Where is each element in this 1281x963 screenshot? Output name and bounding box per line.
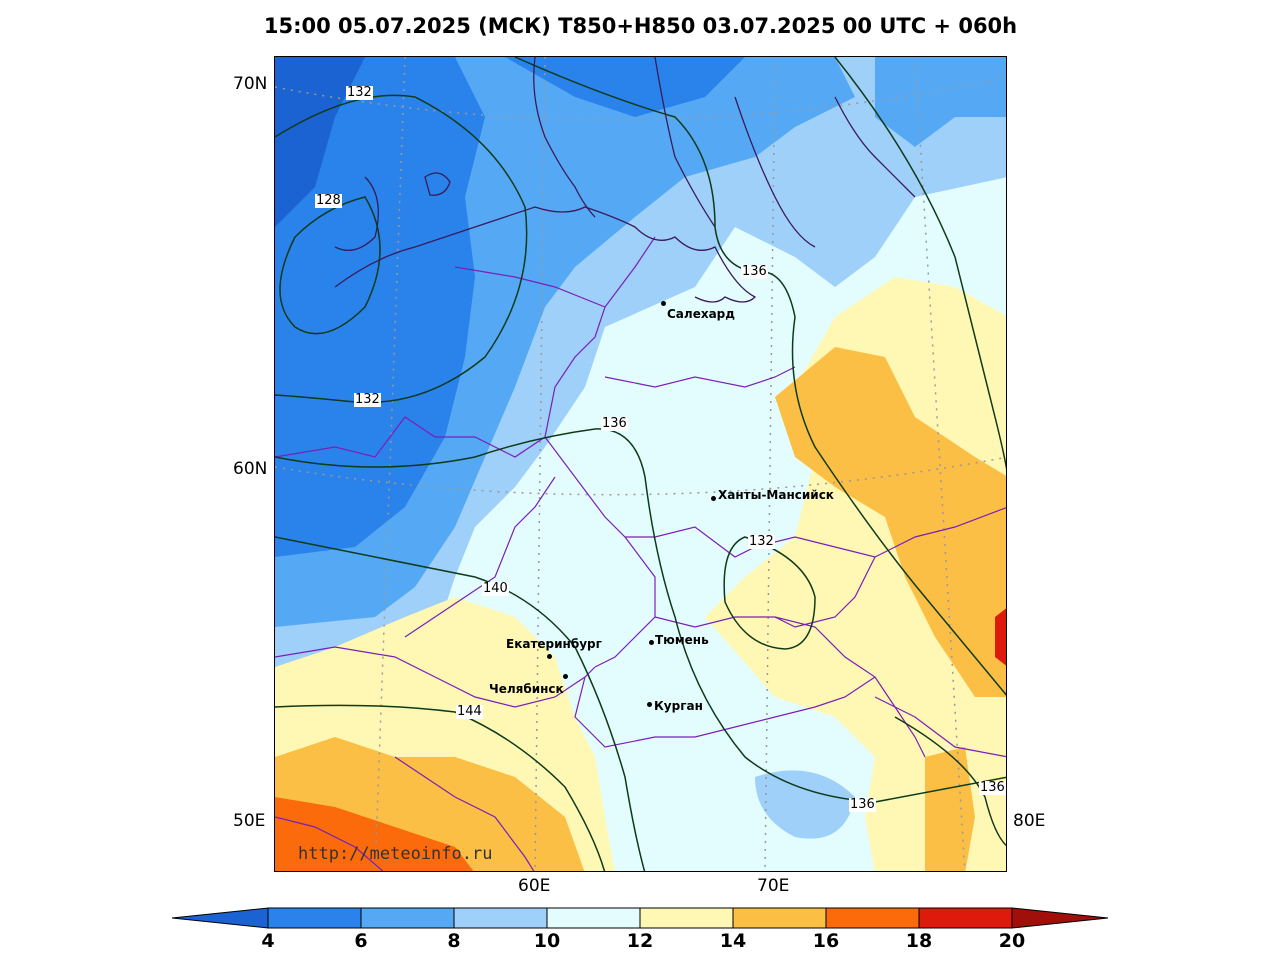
colorbar-segment bbox=[546, 907, 641, 929]
colorbar-segment bbox=[267, 907, 362, 929]
colorbar-min-arrow bbox=[172, 907, 269, 929]
colorbar bbox=[172, 907, 1109, 929]
colorbar-tick: 6 bbox=[354, 930, 368, 952]
city-dot-tyumen bbox=[649, 640, 654, 645]
colorbar-max-arrow bbox=[1011, 907, 1109, 929]
city-dot-khanty-mansiysk bbox=[711, 496, 716, 501]
city-label-kurgan: Курган bbox=[654, 699, 703, 713]
colorbar-tick: 8 bbox=[447, 930, 461, 952]
colorbar-tick: 18 bbox=[905, 930, 933, 952]
colorbar-segment bbox=[360, 907, 455, 929]
city-dot-yekaterinburg bbox=[547, 654, 552, 659]
city-label-chelyabinsk: Челябинск bbox=[489, 682, 564, 696]
isoline-label: 128 bbox=[315, 193, 342, 208]
map-title: 15:00 05.07.2025 (МСК) T850+H850 03.07.2… bbox=[263, 14, 1018, 38]
credit-text: http://meteoinfo.ru bbox=[298, 844, 493, 864]
lon-label-70e: 70E bbox=[757, 876, 790, 896]
lon-label-80e: 80E bbox=[1013, 811, 1046, 831]
colorbar-tick: 4 bbox=[261, 930, 275, 952]
isoline-label: 132 bbox=[346, 85, 373, 100]
colorbar-segment bbox=[732, 907, 827, 929]
colorbar-tick: 12 bbox=[626, 930, 654, 952]
temperature-field bbox=[275, 57, 1006, 871]
isoline-label: 136 bbox=[979, 780, 1006, 795]
isoline-label: 140 bbox=[482, 581, 509, 596]
lat-label-60n: 60N bbox=[233, 459, 268, 479]
colorbar-segment bbox=[918, 907, 1013, 929]
graticule bbox=[275, 57, 1006, 871]
colorbar-segment bbox=[825, 907, 920, 929]
colorbar-segment bbox=[639, 907, 734, 929]
colorbar-tick: 20 bbox=[998, 930, 1026, 952]
city-dot-salekhard bbox=[661, 301, 666, 306]
isoline-label: 132 bbox=[354, 392, 381, 407]
lat-label-70n: 70N bbox=[233, 74, 268, 94]
city-label-yekaterinburg: Екатеринбург bbox=[506, 637, 602, 651]
city-dot-kurgan bbox=[647, 702, 652, 707]
isoline-label: 136 bbox=[601, 416, 628, 431]
isoline-label: 144 bbox=[456, 704, 483, 719]
city-dot-chelyabinsk bbox=[563, 674, 568, 679]
colorbar-tick: 16 bbox=[812, 930, 840, 952]
region-borders bbox=[275, 236, 1006, 871]
colorbar-segment bbox=[453, 907, 548, 929]
map-panel: 132 128 136 132 136 132 140 144 136 136 … bbox=[274, 56, 1007, 872]
lon-label-60e: 60E bbox=[518, 876, 551, 896]
lon-label-50e: 50E bbox=[233, 811, 266, 831]
isoline-label: 136 bbox=[741, 264, 768, 279]
colorbar-tick: 10 bbox=[533, 930, 561, 952]
city-label-salekhard: Салехард bbox=[667, 307, 735, 321]
colorbar-tick: 14 bbox=[719, 930, 747, 952]
isoline-label: 136 bbox=[849, 797, 876, 812]
coastlines bbox=[334, 57, 916, 303]
city-label-tyumen: Тюмень bbox=[655, 633, 709, 647]
city-label-khanty-mansiysk: Ханты-Мансийск bbox=[718, 488, 834, 502]
isoline-label: 132 bbox=[748, 534, 775, 549]
